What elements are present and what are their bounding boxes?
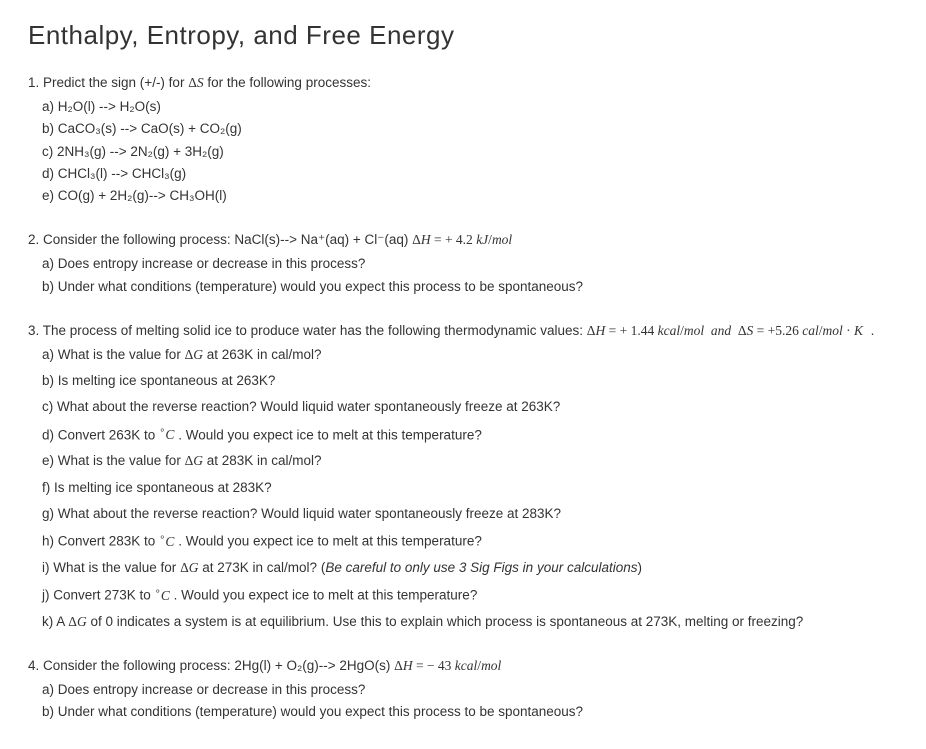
q4-prompt: 4. Consider the following process: 2Hg(l… xyxy=(28,658,898,674)
question-4: 4. Consider the following process: 2Hg(l… xyxy=(28,658,898,723)
delta-g-symbol: ΔG xyxy=(180,560,198,575)
q2b: b) Under what conditions (temperature) w… xyxy=(42,277,898,297)
q3b: b) Is melting ice spontaneous at 263K? xyxy=(42,371,898,391)
q3e: e) What is the value for ΔG at 283K in c… xyxy=(42,451,898,471)
q3a: a) What is the value for ΔG at 263K in c… xyxy=(42,345,898,365)
q2a: a) Does entropy increase or decrease in … xyxy=(42,254,898,274)
q1c: c) 2NH₃(g) --> 2N₂(g) + 3H₂(g) xyxy=(42,142,898,162)
deg-c-symbol: ∘C xyxy=(159,427,174,442)
q1-prompt-pre: 1. Predict the sign (+/-) for xyxy=(28,75,188,90)
q3a-post: at 263K in cal/mol? xyxy=(203,347,322,362)
question-3: 3. The process of melting solid ice to p… xyxy=(28,323,898,632)
q1b: b) CaCO₃(s) --> CaO(s) + CO₂(g) xyxy=(42,119,898,139)
q3-dh: ΔH = + 1.44 kcal/mol and ΔS = +5.26 cal/… xyxy=(587,323,863,338)
q3a-pre: a) What is the value for xyxy=(42,347,185,362)
q4b: b) Under what conditions (temperature) w… xyxy=(42,702,898,722)
q1e: e) CO(g) + 2H₂(g)--> CH₃OH(l) xyxy=(42,186,898,206)
q1-prompt-post: for the following processes: xyxy=(207,75,371,90)
delta-g-symbol: ΔG xyxy=(185,347,203,362)
delta-s-symbol: ΔS xyxy=(188,75,203,90)
q3d: d) Convert 263K to ∘C . Would you expect… xyxy=(42,424,898,446)
question-2: 2. Consider the following process: NaCl(… xyxy=(28,232,898,297)
q2-prompt: 2. Consider the following process: NaCl(… xyxy=(28,232,898,248)
q3i: i) What is the value for ΔG at 273K in c… xyxy=(42,558,898,578)
q3-prompt-pre: 3. The process of melting solid ice to p… xyxy=(28,323,587,338)
q3h-pre: h) Convert 283K to xyxy=(42,534,159,549)
q1-prompt: 1. Predict the sign (+/-) for ΔS for the… xyxy=(28,75,898,91)
q4-dh: ΔH = − 43 kcal/mol xyxy=(394,658,501,673)
q3k-post: of 0 indicates a system is at equilibriu… xyxy=(87,614,804,629)
q3k-pre: k) A xyxy=(42,614,68,629)
deg-c-symbol: ∘C xyxy=(159,534,174,549)
page-title: Enthalpy, Entropy, and Free Energy xyxy=(28,20,898,51)
q3j: j) Convert 273K to ∘C . Would you expect… xyxy=(42,584,898,606)
q3e-post: at 283K in cal/mol? xyxy=(203,453,322,468)
q3i-end: ) xyxy=(638,560,643,575)
q1d: d) CHCl₃(l) --> CHCl₃(g) xyxy=(42,164,898,184)
question-1: 1. Predict the sign (+/-) for ΔS for the… xyxy=(28,75,898,206)
q3i-italic: Be careful to only use 3 Sig Figs in you… xyxy=(325,560,637,575)
delta-g-symbol: ΔG xyxy=(68,614,86,629)
deg-c-symbol: ∘C xyxy=(155,588,170,603)
q3-prompt: 3. The process of melting solid ice to p… xyxy=(28,323,898,339)
q3i-post: at 273K in cal/mol? ( xyxy=(199,560,326,575)
q3f: f) Is melting ice spontaneous at 283K? xyxy=(42,478,898,498)
q3h: h) Convert 283K to ∘C . Would you expect… xyxy=(42,530,898,552)
q3e-pre: e) What is the value for xyxy=(42,453,185,468)
q3g: g) What about the reverse reaction? Woul… xyxy=(42,504,898,524)
q3j-post: . Would you expect ice to melt at this t… xyxy=(170,588,477,603)
q1a: a) H₂O(l) --> H₂O(s) xyxy=(42,97,898,117)
q3c: c) What about the reverse reaction? Woul… xyxy=(42,397,898,417)
q2-dh: ΔH = + 4.2 kJ/mol xyxy=(412,232,512,247)
delta-g-symbol: ΔG xyxy=(185,453,203,468)
q3k: k) A ΔG of 0 indicates a system is at eq… xyxy=(42,612,898,632)
q3d-pre: d) Convert 263K to xyxy=(42,427,159,442)
q3h-post: . Would you expect ice to melt at this t… xyxy=(174,534,481,549)
q4-prompt-pre: 4. Consider the following process: 2Hg(l… xyxy=(28,658,394,673)
q3i-pre: i) What is the value for xyxy=(42,560,180,575)
q3d-post: . Would you expect ice to melt at this t… xyxy=(174,427,481,442)
q4a: a) Does entropy increase or decrease in … xyxy=(42,680,898,700)
q2-prompt-pre: 2. Consider the following process: NaCl(… xyxy=(28,232,412,247)
q3j-pre: j) Convert 273K to xyxy=(42,588,155,603)
